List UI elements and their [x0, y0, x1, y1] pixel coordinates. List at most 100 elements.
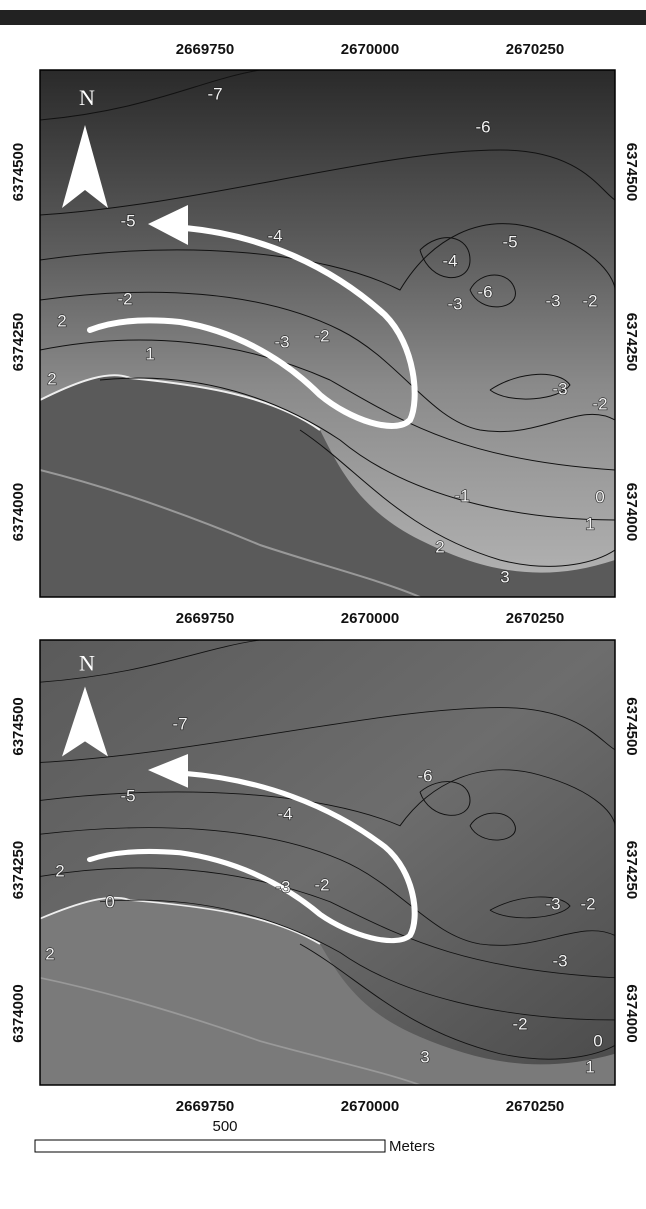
contour-line — [40, 640, 261, 683]
contour-label: -4 — [277, 804, 292, 823]
y-axis-label: 6374500 — [10, 697, 27, 755]
contour-label: -3 — [275, 877, 290, 896]
contour-label: 0 — [105, 892, 114, 911]
map-content — [40, 70, 615, 597]
map-panel: N — [40, 640, 615, 1085]
x-axis-label: 2670250 — [506, 41, 564, 58]
contour-label: 2 — [47, 369, 56, 388]
road — [40, 469, 421, 597]
contour-line — [40, 291, 615, 432]
contour-label: -5 — [120, 211, 135, 230]
contour-line — [469, 812, 516, 841]
north-label: N — [79, 650, 95, 675]
contour-line — [299, 429, 615, 567]
contour-label: -3 — [545, 291, 560, 310]
north-arrow — [62, 686, 108, 757]
scale-value: 500 — [212, 1118, 237, 1135]
contour-label: -6 — [417, 766, 432, 785]
contour-label: 3 — [500, 567, 509, 586]
contour-line — [40, 149, 615, 216]
contour-label: 0 — [593, 1031, 602, 1050]
contour-line — [419, 781, 471, 816]
contour-label: -2 — [512, 1014, 527, 1033]
map-panel: N — [40, 70, 615, 597]
x-axis-label: 2670000 — [341, 610, 399, 627]
contour-line — [299, 943, 615, 1060]
contour-label: -3 — [447, 294, 462, 313]
flow-arrowhead — [148, 205, 188, 245]
scale-unit: Meters — [389, 1138, 435, 1155]
contour-label: 2 — [435, 537, 444, 556]
y-axis-label: 6374500 — [623, 697, 640, 755]
land — [40, 897, 615, 1085]
land — [40, 375, 615, 597]
contour-line — [40, 769, 615, 827]
y-axis-label: 6374500 — [623, 143, 640, 201]
flow-arrow — [87, 225, 418, 429]
north-label: N — [79, 85, 95, 110]
contour-label: -6 — [475, 117, 490, 136]
contour-label: -3 — [545, 894, 560, 913]
x-axis-label: 2670000 — [341, 1098, 399, 1115]
y-axis-label: 6374250 — [623, 841, 640, 899]
contour-label: 2 — [55, 861, 64, 880]
x-axis-label: 2670250 — [506, 1098, 564, 1115]
contour-line — [40, 827, 615, 946]
contour-label: -1 — [454, 486, 469, 505]
contour-line — [40, 70, 261, 121]
contour-line — [489, 373, 571, 400]
x-axis-label: 2670250 — [506, 610, 564, 627]
contour-label: -7 — [207, 84, 222, 103]
contour-label: -4 — [267, 226, 282, 245]
x-axis-label: 2669750 — [176, 1098, 234, 1115]
contour-label: 1 — [585, 1057, 594, 1076]
coastline — [40, 374, 321, 431]
contour-label: 2 — [57, 311, 66, 330]
contour-line — [469, 274, 516, 308]
contour-line — [40, 867, 615, 979]
x-axis-label: 2669750 — [176, 41, 234, 58]
contour-label: -6 — [477, 282, 492, 301]
header-bar — [0, 10, 646, 25]
contour-line — [40, 707, 615, 763]
scale-bar — [34, 1139, 386, 1153]
contour-label: 1 — [585, 514, 594, 533]
contour-label: -3 — [552, 379, 567, 398]
contour-label: -5 — [120, 786, 135, 805]
contour-label: -2 — [592, 394, 607, 413]
contour-label: 2 — [45, 944, 54, 963]
flow-arrow — [87, 770, 418, 944]
contour-label: -2 — [314, 326, 329, 345]
y-axis-label: 6374250 — [10, 313, 27, 371]
flow-arrowhead — [148, 753, 188, 788]
y-axis-label: 6374000 — [10, 483, 27, 541]
y-axis-label: 6374000 — [10, 984, 27, 1042]
y-axis-label: 6374000 — [623, 984, 640, 1042]
y-axis-label: 6374250 — [623, 313, 640, 371]
panel-frame — [39, 639, 616, 1086]
coastline — [40, 896, 321, 945]
contour-label: -3 — [274, 332, 289, 351]
contour-line — [99, 899, 615, 1021]
contour-label: -5 — [502, 232, 517, 251]
contour-label: -2 — [580, 894, 595, 913]
north-arrow — [62, 125, 108, 208]
contour-label: 0 — [595, 487, 604, 506]
contour-line — [99, 377, 615, 521]
x-axis-label: 2669750 — [176, 610, 234, 627]
contour-label: -4 — [442, 251, 457, 270]
x-axis-label: 2670000 — [341, 41, 399, 58]
contour-label: -3 — [552, 951, 567, 970]
contour-label: -2 — [314, 875, 329, 894]
map-content — [40, 640, 615, 1085]
contour-label: -7 — [172, 714, 187, 733]
y-axis-label: 6374500 — [10, 143, 27, 201]
contour-line — [419, 237, 471, 279]
contour-label: -2 — [117, 289, 132, 308]
contour-line — [40, 339, 615, 471]
contour-line — [489, 896, 571, 919]
contour-label: 3 — [420, 1047, 429, 1066]
contour-line — [40, 223, 615, 291]
contour-label: 1 — [145, 344, 154, 363]
